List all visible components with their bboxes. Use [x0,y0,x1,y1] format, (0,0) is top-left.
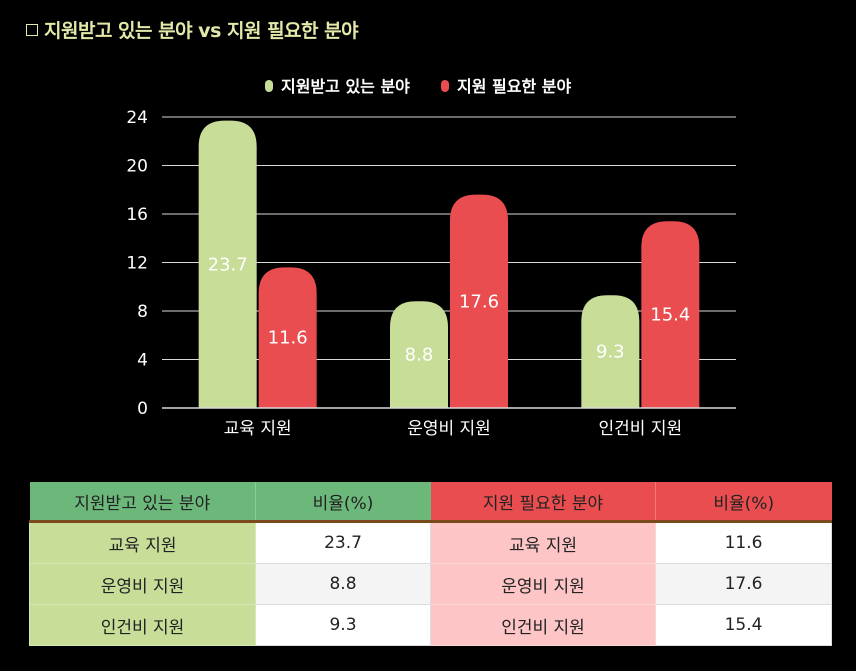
legend-marker [441,80,449,92]
y-tick-label: 0 [137,399,148,419]
checkbox-square-icon [26,23,38,36]
header-ratio-needed: 비율(%) [655,482,832,523]
data-label: 15.4 [650,305,690,326]
table-cell: 8.8 [255,563,431,605]
bar [450,194,508,408]
table-row: 운영비 지원 8.8 운영비 지원 17.6 [29,563,832,605]
legend-label: 지원 필요한 분야 [457,77,571,96]
y-tick-label: 4 [137,351,148,371]
table-cell: 17.6 [655,563,832,605]
x-tick-label: 인건비 지원 [599,419,683,439]
bar [258,267,317,408]
x-tick-label: 교육 지원 [224,419,292,439]
header-supported-field: 지원받고 있는 분야 [29,482,256,523]
data-label: 23.7 [208,254,248,275]
data-label: 11.6 [268,328,308,349]
table-header-row: 지원받고 있는 분야 비율(%) 지원 필요한 분야 비율(%) [29,482,832,523]
data-label: 8.8 [405,345,434,366]
page-title-text: 지원받고 있는 분야 vs 지원 필요한 분야 [44,20,359,42]
header-ratio-supported: 비율(%) [255,482,431,523]
bar [641,221,700,408]
table-row: 교육 지원 23.7 교육 지원 11.6 [29,521,832,564]
page-title: 지원받고 있는 분야 vs 지원 필요한 분야 [26,16,359,43]
y-tick-label: 20 [126,157,148,177]
data-table: 지원받고 있는 분야 비율(%) 지원 필요한 분야 비율(%) 교육 지원 2… [29,482,832,646]
bar [390,301,448,408]
bar-chart: 0 4 8 12 16 20 24 지원받고 있는 분야 지원 필요한 분야 23.7 11.6 교육… [126,77,736,439]
y-tick-label: 24 [126,108,148,128]
data-label: 9.3 [596,342,625,363]
y-tick-label: 8 [137,302,148,322]
table-cell: 인건비 지원 [29,604,256,646]
legend-label: 지원받고 있는 분야 [281,77,410,96]
legend-marker [265,80,273,92]
table-cell: 11.6 [655,521,832,564]
bar [581,295,640,408]
table-cell: 운영비 지원 [29,563,256,605]
table-cell: 인건비 지원 [430,604,656,646]
header-needed-field: 지원 필요한 분야 [430,482,656,523]
y-tick-label: 16 [126,205,148,225]
table-cell: 9.3 [255,604,431,646]
table-cell: 교육 지원 [29,521,256,564]
table-cell: 15.4 [655,604,832,646]
table-cell: 운영비 지원 [430,563,656,605]
y-tick-label: 12 [126,254,148,274]
x-tick-label: 운영비 지원 [407,419,491,439]
table-row: 인건비 지원 9.3 인건비 지원 15.4 [29,604,832,646]
bar [198,120,257,408]
data-label: 17.6 [459,291,499,312]
table-cell: 23.7 [255,521,431,564]
table-cell: 교육 지원 [430,521,656,564]
